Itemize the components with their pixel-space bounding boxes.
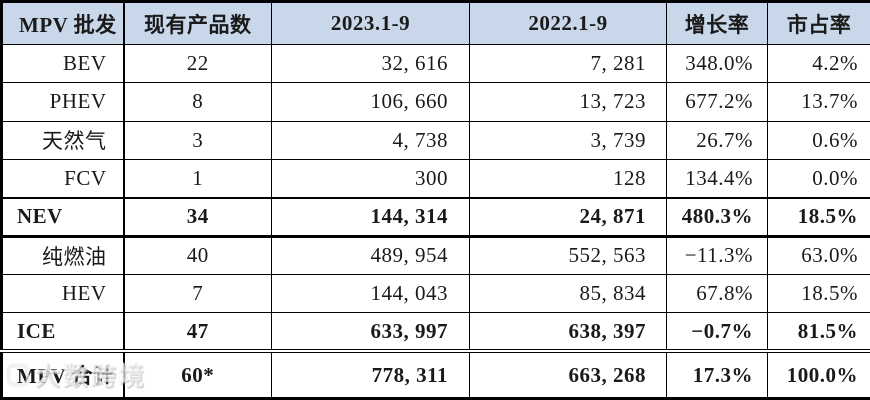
cell-growth: 677.2% [666,82,768,122]
cell-2022: 24, 871 [469,196,667,237]
cell-products: 3 [123,120,272,160]
cell-products: 47 [123,312,272,352]
column-header-product-count: 现有产品数 [123,1,272,45]
cell-share: 18.5% [767,196,870,237]
cell-growth: −11.3% [666,234,768,275]
cell-2023: 144, 043 [271,273,470,314]
cell-share: 13.7% [767,82,870,122]
table-row-fcv: FCV 1 300 128 134.4% 0.0% [1,158,870,199]
cell-2023: 300 [271,158,470,199]
cell-growth: 480.3% [666,196,768,237]
cell-2023: 144, 314 [271,196,470,237]
cell-share: 4.2% [767,43,870,84]
table-row-pure-fuel: 纯燃油 40 489, 954 552, 563 −11.3% 63.0% [1,234,870,275]
cell-2022: 552, 563 [469,234,667,275]
cell-products: 40 [123,234,272,275]
table-row-hev: HEV 7 144, 043 85, 834 67.8% 18.5% [1,273,870,314]
cell-2022: 3, 739 [469,120,667,160]
cell-growth: 26.7% [666,120,768,160]
table-row-natural-gas: 天然气 3 4, 738 3, 739 26.7% 0.6% [1,120,870,160]
cell-2022: 13, 723 [469,82,667,122]
cell-products: 34 [123,196,272,237]
cell-share: 63.0% [767,234,870,275]
cell-share: 18.5% [767,273,870,314]
column-header-share: 市占率 [767,1,870,45]
cell-growth: 17.3% [666,349,768,399]
cell-products: 22 [123,43,272,84]
column-header-2022: 2022.1-9 [469,1,667,45]
cell-2022: 638, 397 [469,312,667,352]
cell-label: FCV [1,158,125,199]
cell-2023: 32, 616 [271,43,470,84]
table-row-ice-subtotal: ICE 47 633, 997 638, 397 −0.7% 81.5% [1,312,870,352]
cell-label: PHEV [1,82,125,122]
cell-growth: 348.0% [666,43,768,84]
cell-label: MPV 合计 [1,349,125,399]
cell-products: 8 [123,82,272,122]
cell-products: 7 [123,273,272,314]
column-header-2023: 2023.1-9 [271,1,470,45]
cell-growth: 134.4% [666,158,768,199]
cell-label: BEV [1,43,125,84]
table-row-mpv-total: MPV 合计 60* 778, 311 663, 268 17.3% 100.0… [1,349,870,399]
column-header-growth: 增长率 [666,1,768,45]
cell-share: 0.6% [767,120,870,160]
cell-label: NEV [1,196,125,237]
cell-label: HEV [1,273,125,314]
cell-2022: 85, 834 [469,273,667,314]
cell-label: 天然气 [1,120,125,160]
cell-2022: 663, 268 [469,349,667,399]
cell-growth: −0.7% [666,312,768,352]
cell-2022: 128 [469,158,667,199]
cell-2023: 106, 660 [271,82,470,122]
table-row-bev: BEV 22 32, 616 7, 281 348.0% 4.2% [1,43,870,84]
cell-2023: 489, 954 [271,234,470,275]
cell-growth: 67.8% [666,273,768,314]
cell-share: 100.0% [767,349,870,399]
cell-share: 81.5% [767,312,870,352]
cell-2022: 7, 281 [469,43,667,84]
header-row: MPV 批发 现有产品数 2023.1-9 2022.1-9 增长率 市占率 [1,1,870,45]
cell-label: ICE [1,312,125,352]
cell-products: 60* [123,349,272,399]
column-header-category: MPV 批发 [1,1,125,45]
cell-2023: 633, 997 [271,312,470,352]
table-row-nev-subtotal: NEV 34 144, 314 24, 871 480.3% 18.5% [1,196,870,237]
cell-label: 纯燃油 [1,234,125,275]
cell-2023: 4, 738 [271,120,470,160]
cell-products: 1 [123,158,272,199]
cell-share: 0.0% [767,158,870,199]
cell-2023: 778, 311 [271,349,470,399]
table-row-phev: PHEV 8 106, 660 13, 723 677.2% 13.7% [1,82,870,122]
